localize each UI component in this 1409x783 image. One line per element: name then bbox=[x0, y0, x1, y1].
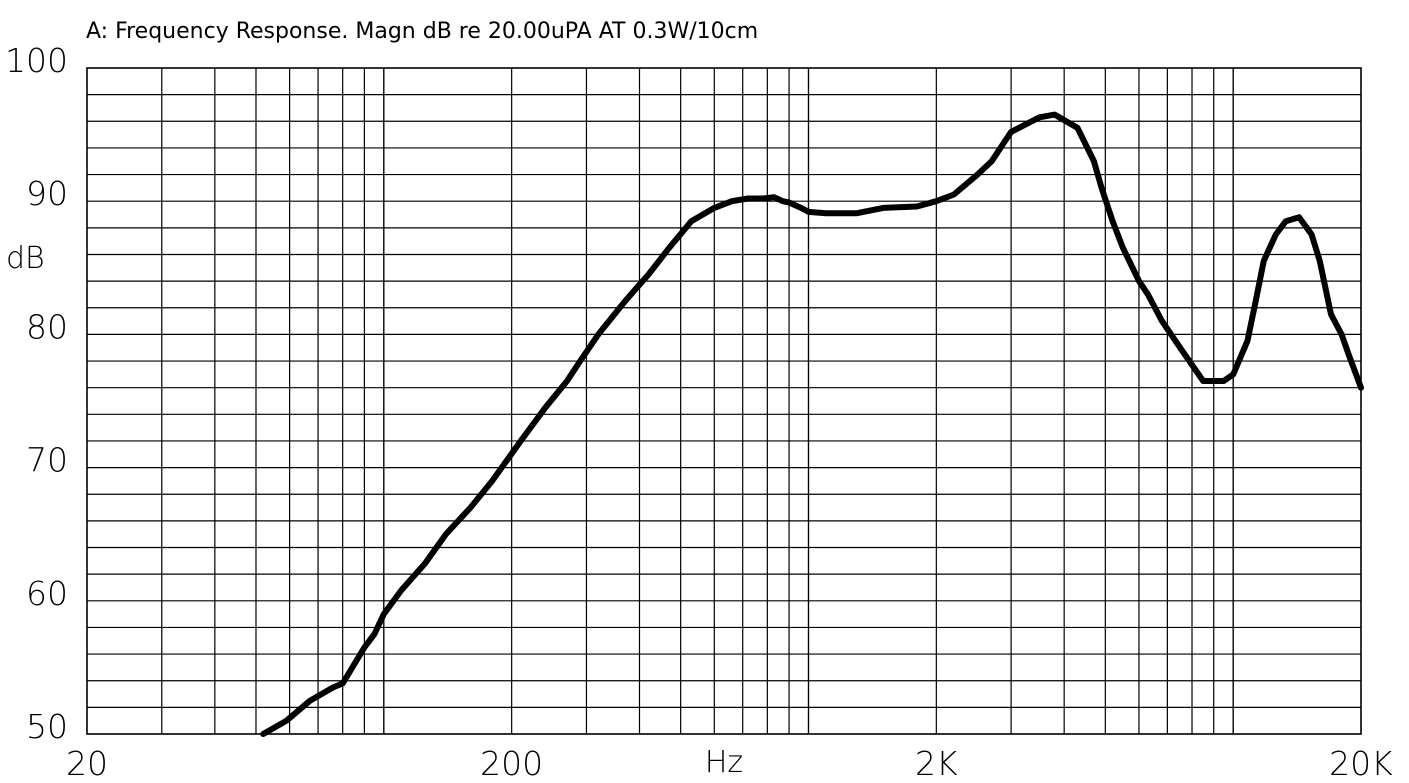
x-tick-label: 2K bbox=[915, 744, 958, 783]
chart-grid bbox=[87, 68, 1361, 734]
y-tick-label: 50 bbox=[26, 707, 68, 746]
x-tick-label: 20K bbox=[1329, 744, 1393, 783]
x-tick-label: 200 bbox=[480, 744, 543, 783]
y-tick-label: 60 bbox=[26, 574, 68, 613]
y-tick-label: 70 bbox=[26, 441, 68, 480]
x-axis-label: Hz bbox=[705, 745, 743, 780]
y-tick-label: 100 bbox=[5, 41, 68, 80]
response-curve bbox=[260, 111, 1364, 737]
y-tick-label: 80 bbox=[26, 307, 68, 346]
y-axis-label: dB bbox=[6, 241, 45, 276]
tick-labels: 20 200 2K 20K 100 90 80 70 60 50 bbox=[5, 41, 1393, 783]
x-tick-label: 20 bbox=[66, 744, 108, 783]
y-tick-label: 90 bbox=[26, 174, 68, 213]
plot-frame bbox=[86, 67, 1362, 735]
chart-title: A: Frequency Response. Magn dB re 20.00u… bbox=[86, 19, 758, 44]
